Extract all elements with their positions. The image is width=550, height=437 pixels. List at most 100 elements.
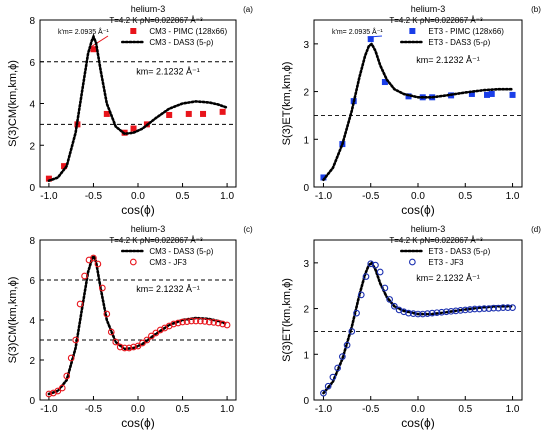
data-point: [452, 307, 460, 315]
data-point: [461, 306, 469, 314]
x-tick-label: 0.5: [458, 191, 472, 202]
data-point: [54, 387, 62, 395]
data-point: [45, 390, 53, 398]
data-point: [130, 125, 137, 132]
y-tick-label: 4: [29, 316, 35, 327]
data-series: [47, 33, 229, 182]
legend-label: ET3 - DAS3 (5-ρ): [428, 38, 490, 47]
y-tick-label: 2: [303, 305, 309, 316]
data-point: [447, 307, 455, 315]
data-point: [466, 306, 474, 313]
panel-label: (d): [531, 225, 541, 234]
legend-item: ET3 - DAS3 (5-ρ): [400, 38, 491, 47]
legend-swatch: [130, 28, 137, 34]
data-point: [200, 110, 207, 117]
y-tick-label: 3: [303, 259, 309, 270]
y-axis-label: S(3)ET(km,km,ϕ): [281, 278, 293, 362]
series-line: [47, 33, 229, 182]
legend-item: ET3 - DAS3 (5-ρ): [400, 247, 491, 256]
data-point: [468, 90, 475, 97]
data-point: [188, 317, 195, 325]
y-tick-label: 6: [29, 276, 35, 287]
data-point: [324, 382, 332, 390]
data-point: [386, 296, 393, 303]
legend-swatch: [409, 258, 416, 266]
data-point: [192, 317, 200, 325]
km-label: km= 2.1232 Å⁻¹: [136, 284, 200, 294]
km-label: km= 2.1232 Å⁻¹: [416, 273, 480, 283]
data-point: [99, 284, 106, 292]
data-point: [381, 284, 389, 292]
data-point: [166, 111, 173, 118]
data-point: [183, 318, 191, 325]
data-point: [409, 310, 417, 317]
data-point: [58, 384, 66, 392]
data-point: [376, 268, 384, 276]
data-point: [174, 319, 182, 327]
data-point: [490, 304, 497, 312]
data-point: [219, 320, 226, 328]
data-point: [63, 372, 71, 380]
data-series: [45, 254, 231, 398]
x-tick-label: 0.0: [411, 191, 425, 202]
data-point: [205, 318, 213, 326]
chart-panel: helium-3T=4.2 K ρN=0.022867 Å⁻³(c)-1.0 -0…: [7, 224, 253, 430]
y-tick-label: 0: [303, 183, 309, 194]
legend-item: CM3 - DAS3 (5-ρ): [121, 247, 214, 256]
y-tick-label: 8: [29, 236, 35, 247]
data-point: [400, 308, 408, 316]
y-tick-label: 1: [303, 135, 309, 146]
data-point: [107, 328, 115, 336]
y-tick-label: 1: [303, 350, 309, 361]
legend-label: ET3 - PIMC (128x66): [428, 27, 504, 36]
data-point: [103, 110, 110, 117]
data-point: [143, 336, 151, 344]
data-point: [72, 336, 79, 344]
y-tick-label: 0: [303, 396, 309, 407]
series-line: [47, 252, 229, 396]
data-point: [45, 175, 52, 182]
data-point: [320, 174, 327, 181]
data-point: [81, 272, 88, 280]
legend-item: CM3 - JF3: [129, 258, 187, 267]
legend-label: ET3 - JF3: [428, 258, 464, 267]
y-tick-label: 2: [303, 88, 309, 99]
x-tick-label: -1.0: [315, 191, 333, 202]
x-axis-label: cos(ϕ): [121, 203, 154, 217]
x-tick-label: 1.0: [506, 404, 520, 415]
data-point: [61, 163, 68, 170]
y-tick-label: 0: [29, 396, 35, 407]
data-series: [47, 252, 229, 396]
km-label: km= 2.1232 Å⁻¹: [416, 55, 480, 65]
y-tick-label: 2: [29, 356, 35, 367]
x-tick-label: 1.0: [220, 191, 234, 202]
data-point: [179, 318, 186, 326]
data-point: [94, 260, 102, 268]
legend-label: CM3 - DAS3 (5-ρ): [149, 247, 213, 256]
y-tick-label: 4: [29, 100, 35, 111]
x-axis-label: cos(ϕ): [121, 416, 154, 430]
data-point: [112, 338, 120, 346]
data-point: [152, 329, 160, 337]
data-point: [210, 319, 218, 326]
plot-frame: [313, 19, 523, 188]
data-point: [197, 317, 204, 325]
data-point: [476, 305, 483, 313]
x-axis-label: cos(ϕ): [401, 416, 434, 430]
x-axis-label: cos(ϕ): [401, 203, 434, 217]
data-point: [495, 304, 502, 312]
panel-label: (c): [243, 225, 253, 234]
x-tick-label: -1.0: [40, 404, 58, 415]
x-tick-label: -0.5: [85, 404, 103, 415]
data-point: [76, 300, 84, 308]
data-point: [185, 110, 192, 117]
annotation-label: k'm= 2.0935 Å⁻¹: [58, 27, 109, 36]
data-series: [320, 260, 516, 397]
data-point: [90, 46, 97, 53]
data-point: [223, 321, 231, 329]
data-point: [391, 302, 398, 310]
data-point: [329, 373, 337, 381]
y-tick-label: 0: [29, 183, 35, 194]
series-line: [322, 41, 514, 182]
data-point: [457, 307, 464, 314]
